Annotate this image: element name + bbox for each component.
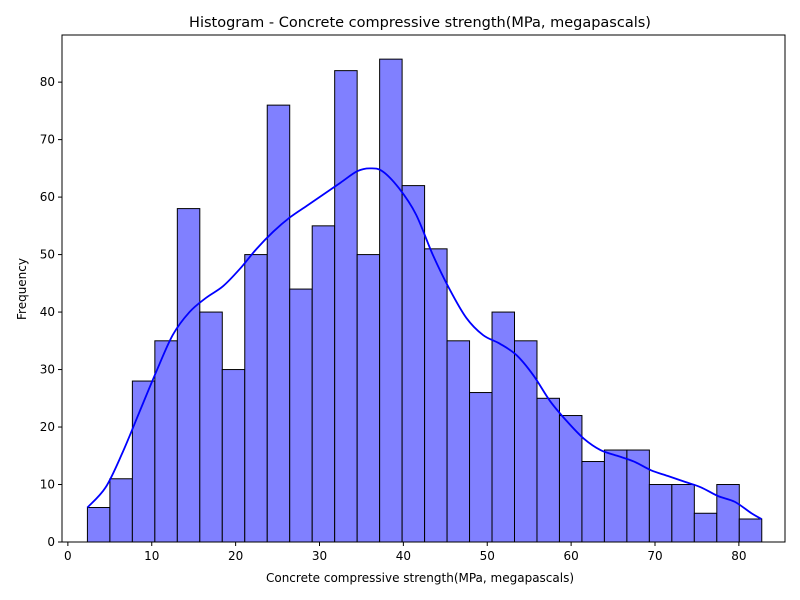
histogram-bar — [311, 225, 336, 543]
x-tick-label: 40 — [396, 549, 411, 563]
y-tick-label: 40 — [40, 305, 55, 319]
x-tick-label: 0 — [64, 549, 72, 563]
plot-frame — [61, 34, 786, 543]
histogram-bar — [109, 478, 133, 543]
histogram-bar — [289, 288, 313, 543]
chart-title: Histogram - Concrete compressive strengt… — [189, 15, 651, 31]
y-tick-label: 0 — [47, 535, 55, 549]
y-tick-label: 10 — [40, 478, 55, 492]
histogram-bar — [334, 70, 358, 543]
y-tick-label: 20 — [40, 420, 55, 434]
y-tick-label: 30 — [40, 363, 55, 377]
histogram-bar — [424, 248, 448, 543]
y-axis-ticks: 0 10 20 30 40 50 60 70 80 — [40, 75, 62, 549]
histogram-bar — [469, 392, 493, 543]
histogram-bar — [514, 340, 538, 543]
histogram-bar — [154, 340, 178, 543]
histogram-bar — [648, 484, 673, 543]
x-tick-label: 50 — [480, 549, 495, 563]
x-tick-label: 60 — [563, 549, 578, 563]
x-tick-label: 30 — [312, 549, 327, 563]
x-axis-label: Concrete compressive strength(MPa, megap… — [266, 571, 574, 585]
x-axis-ticks: 0 10 20 30 40 50 60 70 80 — [64, 542, 747, 563]
histogram-bar — [536, 397, 560, 543]
histogram-bar — [716, 484, 740, 543]
histogram-bar — [86, 507, 111, 543]
histogram-bar — [356, 254, 381, 543]
histogram-bar — [446, 340, 471, 543]
histogram-bar — [266, 104, 291, 543]
y-tick-label: 50 — [40, 248, 55, 262]
histogram-bar — [581, 461, 605, 543]
histogram-bar — [221, 369, 246, 543]
histogram-bar — [671, 484, 695, 543]
histogram-bar — [738, 518, 763, 543]
histogram-bar — [131, 380, 156, 543]
y-tick-label: 60 — [40, 190, 55, 204]
x-tick-label: 80 — [731, 549, 746, 563]
histogram-bar — [244, 254, 268, 543]
x-tick-label: 20 — [228, 549, 243, 563]
y-tick-label: 80 — [40, 75, 55, 89]
histogram-bar — [401, 185, 426, 543]
x-tick-label: 70 — [647, 549, 662, 563]
y-axis-label: Frequency — [15, 258, 29, 320]
kde-curve — [86, 167, 762, 520]
histogram-bar — [199, 311, 223, 543]
histogram-bar — [693, 512, 718, 543]
histogram-bar — [176, 208, 201, 543]
y-tick-label: 70 — [40, 133, 55, 147]
histogram-bar — [379, 58, 403, 543]
x-tick-label: 10 — [144, 549, 159, 563]
bars-group — [86, 58, 763, 543]
histogram-bar — [603, 449, 628, 543]
